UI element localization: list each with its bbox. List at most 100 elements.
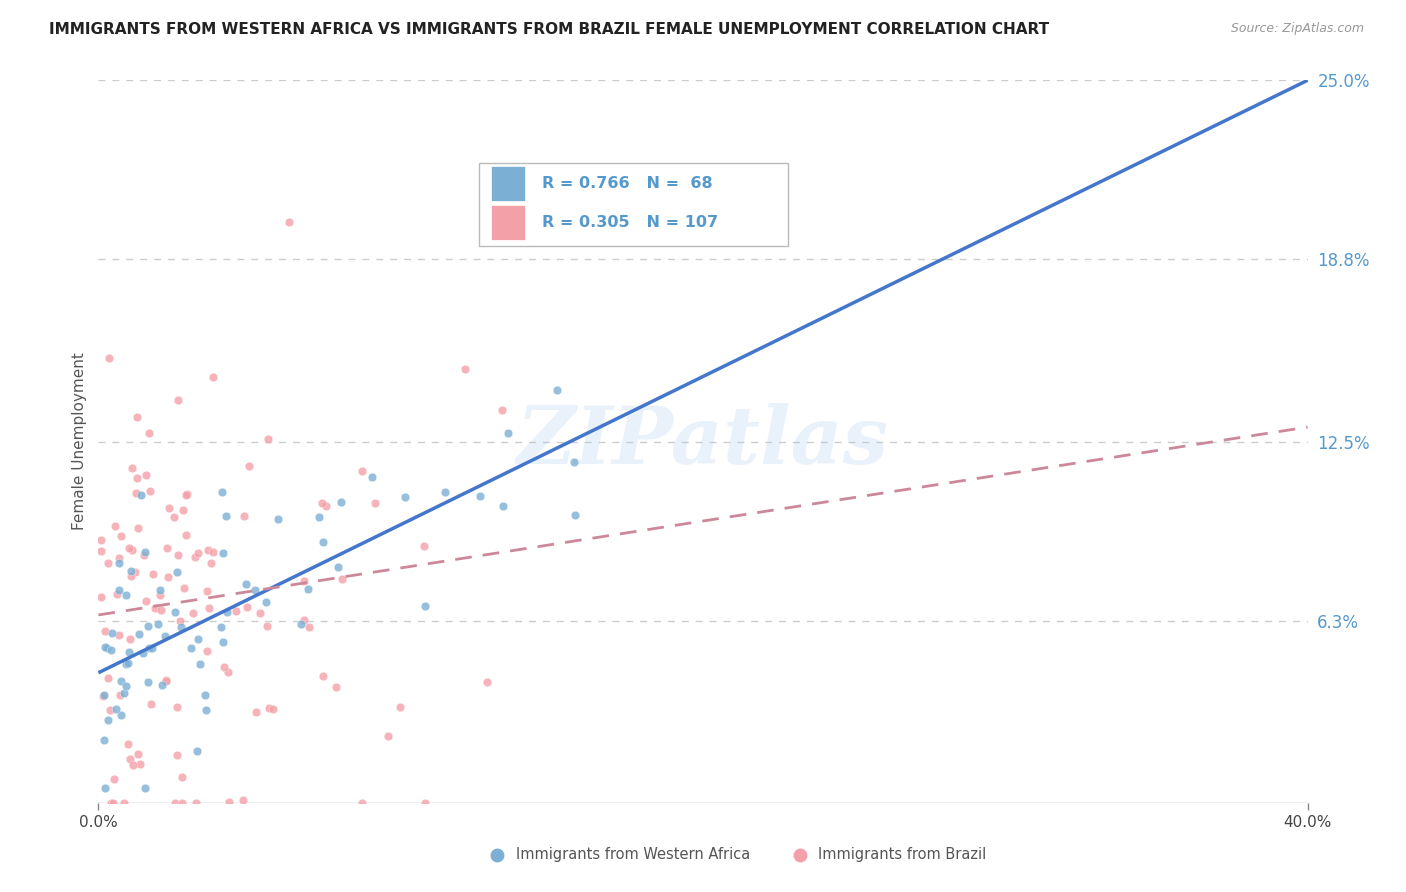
Point xyxy=(117,737,139,751)
Point xyxy=(97,671,120,685)
Point xyxy=(156,570,179,584)
Text: ZIPatlas: ZIPatlas xyxy=(517,403,889,480)
Text: Immigrants from Western Africa: Immigrants from Western Africa xyxy=(516,847,749,863)
FancyBboxPatch shape xyxy=(492,166,526,201)
Text: Immigrants from Brazil: Immigrants from Brazil xyxy=(818,847,986,863)
Point xyxy=(166,392,188,407)
Text: R = 0.305   N = 107: R = 0.305 N = 107 xyxy=(543,215,718,230)
Point xyxy=(94,624,117,638)
Point xyxy=(148,617,170,632)
Point xyxy=(364,496,387,510)
Point xyxy=(238,458,260,473)
Point xyxy=(135,468,157,483)
Point xyxy=(236,599,259,614)
Point xyxy=(100,643,122,657)
Point xyxy=(103,772,125,787)
Point xyxy=(128,757,150,772)
Point xyxy=(139,697,162,711)
Point xyxy=(170,796,193,810)
Point xyxy=(101,796,124,810)
Point xyxy=(90,590,112,604)
FancyBboxPatch shape xyxy=(492,205,526,240)
Point xyxy=(110,529,132,543)
Point xyxy=(120,752,142,766)
Point xyxy=(172,503,194,517)
Point xyxy=(155,674,177,689)
Point xyxy=(124,565,146,579)
Point xyxy=(115,589,138,603)
Point xyxy=(112,796,135,810)
Point xyxy=(127,520,149,534)
Point xyxy=(107,628,129,642)
Point xyxy=(249,607,271,621)
Point xyxy=(117,656,139,670)
Point xyxy=(114,657,136,671)
Point xyxy=(254,595,277,609)
Point xyxy=(97,556,120,570)
Point xyxy=(297,582,319,597)
Point xyxy=(183,549,205,564)
Point xyxy=(217,665,239,679)
Point xyxy=(120,564,142,578)
Point xyxy=(211,485,233,500)
Point xyxy=(232,793,254,807)
Point xyxy=(96,640,118,655)
Point xyxy=(166,566,188,580)
Point xyxy=(256,619,278,633)
Point xyxy=(562,455,585,469)
Point xyxy=(90,533,112,547)
Point xyxy=(328,560,350,574)
Point xyxy=(139,483,162,498)
Point xyxy=(492,500,515,514)
Point xyxy=(127,747,149,762)
Point xyxy=(166,700,188,714)
Point xyxy=(149,603,172,617)
Point xyxy=(413,539,436,553)
Point xyxy=(98,351,121,366)
Point xyxy=(155,673,177,687)
Point xyxy=(108,551,131,566)
Point xyxy=(225,604,247,618)
Point xyxy=(108,688,131,702)
Text: Source: ZipAtlas.com: Source: ZipAtlas.com xyxy=(1230,22,1364,36)
Point xyxy=(350,796,373,810)
Point xyxy=(292,613,315,627)
Point xyxy=(93,733,115,747)
Point xyxy=(136,618,159,632)
Point xyxy=(105,702,128,716)
Point xyxy=(93,688,115,702)
Point xyxy=(94,640,117,654)
Point xyxy=(118,632,141,647)
Point xyxy=(170,619,193,633)
Point xyxy=(389,700,412,714)
Point xyxy=(312,668,335,682)
Point xyxy=(262,702,284,716)
Point xyxy=(361,469,384,483)
Point xyxy=(315,499,337,513)
Point xyxy=(266,512,288,526)
Point xyxy=(135,594,157,608)
Point xyxy=(350,464,373,478)
Point xyxy=(496,426,519,441)
Point xyxy=(131,488,153,502)
Point xyxy=(156,541,179,555)
Point xyxy=(91,690,114,704)
Point xyxy=(150,677,173,691)
Point xyxy=(121,542,143,557)
Point xyxy=(125,470,148,484)
Point xyxy=(290,617,312,632)
Point xyxy=(413,796,436,810)
Point xyxy=(138,640,160,655)
Point xyxy=(195,644,218,658)
Point xyxy=(163,796,186,810)
Point xyxy=(198,600,221,615)
Point xyxy=(97,713,120,727)
Point xyxy=(257,700,280,714)
Point xyxy=(218,795,240,809)
Point xyxy=(110,674,132,689)
Point xyxy=(245,706,267,720)
Point xyxy=(141,641,163,656)
Point xyxy=(195,584,218,599)
Point xyxy=(413,599,436,613)
Point xyxy=(157,500,180,515)
